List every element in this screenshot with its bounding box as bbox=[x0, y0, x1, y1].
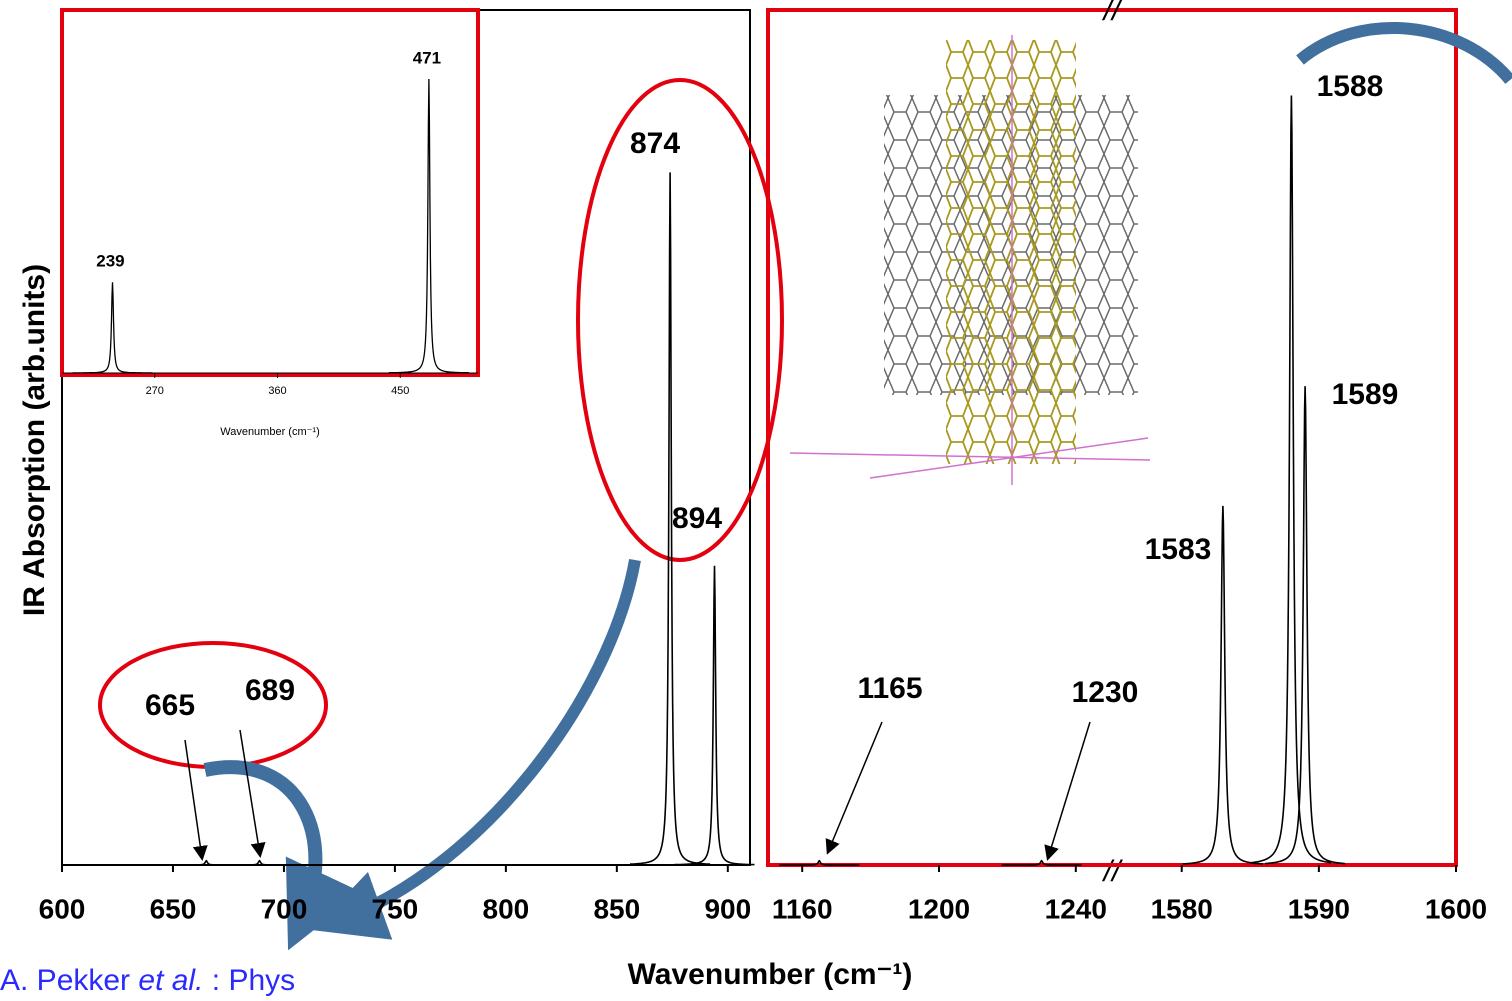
peak-label: 1583 bbox=[1145, 533, 1212, 566]
x-tick-label: 1160 bbox=[772, 893, 833, 924]
annotation-arrow bbox=[828, 722, 882, 852]
peak-label: 874 bbox=[630, 127, 680, 160]
x-tick-label: 600 bbox=[39, 893, 86, 924]
inset-x-label: Wavenumber (cm⁻¹) bbox=[220, 426, 320, 438]
peak-label: 689 bbox=[245, 674, 295, 707]
x-tick-label: 850 bbox=[593, 893, 640, 924]
chart: // // Wavenumber (cm⁻¹) IR Absorption (a… bbox=[0, 0, 1512, 996]
axis-break: // bbox=[1102, 855, 1123, 888]
inset-x-tick-label: 270 bbox=[146, 385, 164, 397]
x-tick-label: 1580 bbox=[1151, 893, 1213, 924]
peak-label: 1165 bbox=[857, 672, 922, 705]
nanotube-illustration bbox=[790, 35, 1150, 485]
x-tick-label: 800 bbox=[483, 893, 530, 924]
inset-x-tick-label: 450 bbox=[391, 385, 409, 397]
peak-label: 894 bbox=[672, 502, 722, 535]
peak bbox=[1265, 386, 1345, 863]
y-axis-label: IR Absorption (arb.units) bbox=[18, 264, 51, 616]
annotation-arrow bbox=[1048, 722, 1090, 858]
annotation-arrow bbox=[185, 740, 202, 858]
x-tick-label: 900 bbox=[704, 893, 751, 924]
curved-arrow bbox=[335, 560, 635, 922]
peak-label: 1588 bbox=[1317, 70, 1384, 103]
annotation-arrow bbox=[240, 730, 260, 855]
x-tick-label: 1200 bbox=[908, 893, 970, 924]
x-tick-label: 750 bbox=[372, 893, 419, 924]
inset-peak-label: 471 bbox=[413, 48, 441, 67]
x-tick-label: 1600 bbox=[1425, 893, 1487, 924]
peak-label: 1230 bbox=[1072, 676, 1139, 709]
x-tick-label: 650 bbox=[150, 893, 197, 924]
peak-label: 665 bbox=[145, 689, 195, 722]
x-tick-label: 1590 bbox=[1288, 893, 1350, 924]
inset-peak-label: 239 bbox=[96, 252, 124, 271]
citation: A. Pekker et al. : Phys bbox=[0, 964, 295, 996]
peak-label: 1589 bbox=[1332, 378, 1399, 411]
peak bbox=[1251, 96, 1331, 863]
inset-x-tick-label: 360 bbox=[268, 385, 286, 397]
x-axis-label: Wavenumber (cm⁻¹) bbox=[628, 958, 913, 991]
peak bbox=[675, 566, 755, 865]
axis-break: // bbox=[1102, 0, 1123, 27]
x-tick-label: 1240 bbox=[1045, 893, 1107, 924]
x-tick-label: 700 bbox=[261, 893, 308, 924]
